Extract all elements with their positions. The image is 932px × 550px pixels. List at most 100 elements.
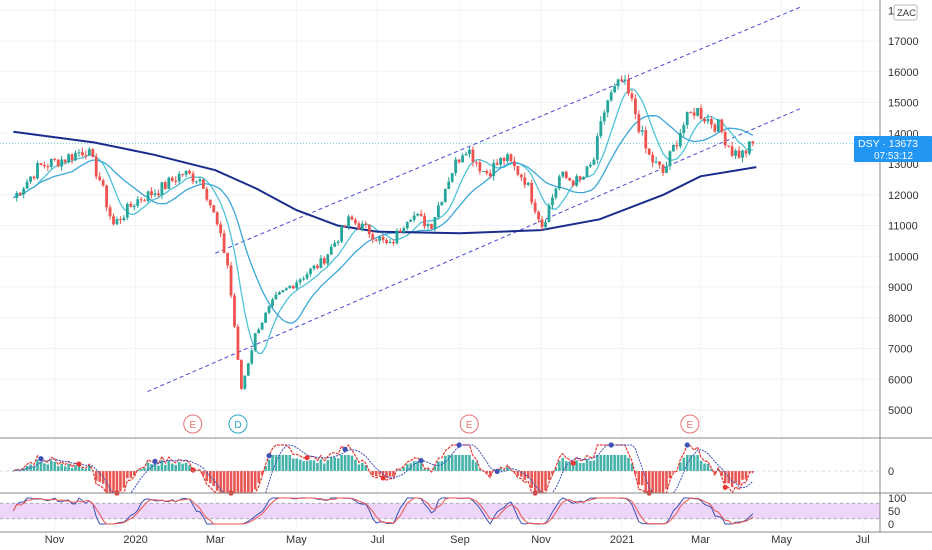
osc-cross-dot	[494, 468, 500, 474]
candle-body	[699, 107, 703, 119]
candle-body	[730, 146, 734, 156]
time-axis[interactable]: Nov 2020 Mar May Jul Sep Nov 2021 Mar May Jul	[45, 534, 870, 546]
earnings-marker[interactable]	[459, 414, 479, 434]
candle-body	[633, 98, 637, 115]
osc-bar	[426, 468, 430, 471]
candle-body	[658, 161, 661, 166]
candle-body	[74, 152, 77, 161]
candle-body	[540, 219, 544, 228]
candle-body	[616, 79, 620, 87]
osc-bar	[613, 455, 616, 471]
candle-body	[637, 114, 641, 132]
osc-bar	[215, 471, 219, 491]
earnings-marker-label: E	[687, 420, 694, 431]
candle-body	[87, 149, 91, 156]
candle-body	[537, 211, 541, 220]
candle-body	[160, 182, 164, 196]
time-tick-label: Sep	[450, 534, 470, 546]
candle-body	[447, 181, 451, 190]
osc-cross-dot	[608, 442, 614, 448]
osc-bar	[520, 471, 523, 477]
time-tick-label: 2020	[123, 534, 147, 546]
osc-bar	[36, 459, 39, 471]
osc-bar	[658, 471, 661, 493]
osc-bar	[499, 468, 502, 471]
candle-body	[139, 199, 143, 201]
candle-body	[392, 242, 395, 244]
osc-bar	[620, 455, 623, 471]
candle-body	[703, 118, 706, 122]
candle-body	[291, 286, 295, 289]
osc-bar	[50, 460, 53, 471]
earnings-marker[interactable]	[183, 414, 203, 434]
osc-bar	[464, 455, 468, 471]
osc-bar	[471, 459, 475, 471]
candle-body	[281, 290, 285, 293]
osc-bar	[374, 471, 378, 477]
candle-body	[620, 79, 623, 81]
osc-bar	[744, 471, 748, 480]
osc-cross-dot	[38, 456, 44, 462]
osc-bar	[509, 469, 513, 471]
earnings-marker[interactable]	[680, 414, 700, 434]
osc-bar	[609, 455, 613, 471]
osc-bar	[202, 471, 205, 476]
osc-bar	[692, 455, 696, 471]
osc-bar	[371, 471, 375, 476]
candle-body	[599, 121, 603, 137]
price-tick-label: 8000	[888, 313, 912, 325]
osc-bar	[329, 457, 333, 471]
candle-body	[36, 163, 39, 179]
osc-bar	[247, 471, 250, 493]
time-tick-label: Jul	[856, 534, 870, 546]
osc-bar	[416, 461, 419, 471]
oscillator-pane	[0, 442, 880, 496]
candle-body	[523, 177, 527, 185]
channel-line[interactable]	[215, 6, 801, 254]
candle-body	[395, 230, 399, 244]
candle-body	[302, 278, 306, 280]
osc-bar	[164, 464, 167, 471]
osc-bar	[568, 462, 572, 471]
candle-body	[309, 268, 312, 275]
osc-bar	[226, 471, 229, 493]
candle-body	[319, 258, 323, 268]
candle-body	[305, 274, 309, 279]
candle-body	[222, 233, 226, 253]
osc-bar	[84, 468, 88, 471]
candle-body	[364, 223, 368, 225]
osc-cross-dot	[190, 467, 196, 473]
candle-body	[316, 265, 319, 268]
earnings-marker[interactable]	[228, 414, 248, 434]
osc-bar	[723, 471, 727, 484]
candle-body	[398, 230, 402, 233]
osc-bar	[257, 471, 260, 483]
osc-bar	[298, 459, 302, 471]
osc-bar	[236, 471, 240, 493]
candle-body	[412, 215, 416, 220]
candle-body	[402, 228, 406, 233]
osc-bar	[419, 463, 423, 471]
osc-bar	[157, 465, 160, 471]
candle-body	[627, 79, 630, 94]
osc-bar	[67, 463, 70, 471]
candle-body	[77, 152, 81, 154]
osc-bar	[717, 468, 720, 471]
osc-bar	[146, 462, 150, 471]
candle-body	[119, 219, 122, 221]
candle-body	[533, 202, 537, 212]
osc-bar	[679, 462, 682, 471]
osc-bar	[647, 471, 651, 493]
osc-bar	[668, 471, 672, 479]
currency-badge[interactable]: ZAC	[893, 4, 918, 21]
candle-body	[298, 279, 302, 283]
stoch-tick-label: 0	[888, 519, 894, 531]
osc-bar	[388, 471, 392, 477]
osc-bar	[682, 457, 686, 471]
osc-bar	[195, 470, 198, 472]
osc-bar	[616, 455, 620, 471]
candle-body	[271, 299, 274, 307]
candle-body	[419, 213, 423, 216]
